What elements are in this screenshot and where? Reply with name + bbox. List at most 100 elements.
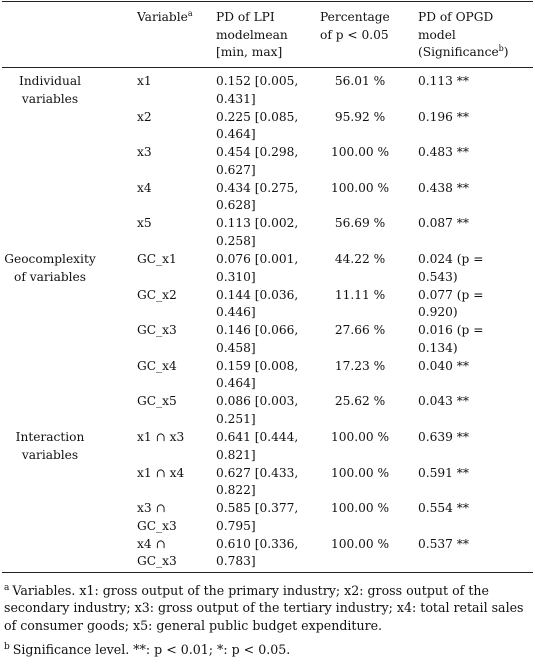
row-4-pd-opgd: 0.438 ** [418, 180, 469, 195]
row-9-variable: GC_x4 [137, 358, 177, 373]
row-7-pd-lpi-2: 0.446] [216, 305, 256, 320]
row-11-pd-lpi-2: 0.821] [216, 447, 256, 462]
footnote-b-text: Significance level. **: p < 0.01; *: p <… [12, 642, 291, 657]
top-rule [2, 1, 533, 2]
row-1-pd-opgd: 0.113 ** [418, 74, 469, 88]
group-label-individual-2: variables [21, 91, 79, 106]
bottom-rule [2, 572, 533, 573]
row-2-percentage: 95.92 % [334, 109, 386, 124]
row-5-pd-lpi-2: 0.258] [216, 233, 256, 248]
row-13-pd-lpi-1: 0.585 [0.377, [216, 501, 299, 516]
row-6-pd-lpi-2: 0.310] [216, 269, 256, 284]
header-percentage-1: Percentage [320, 10, 390, 24]
row-3-variable: x3 [137, 145, 152, 160]
row-1-pd-lpi-2: 0.431] [216, 91, 256, 106]
footnote-ref-b: b [498, 44, 504, 53]
row-7-variable: GC_x2 [137, 287, 177, 302]
row-12-pd-lpi-1: 0.627 [0.433, [216, 465, 299, 480]
row-10-variable: GC_x5 [137, 394, 177, 409]
group-label-geocomplexity-2: of variables [13, 269, 87, 284]
row-1-variable: x1 [137, 74, 152, 88]
row-5-percentage: 56.69 % [334, 216, 386, 231]
row-6-pd-lpi-1: 0.076 [0.001, [216, 252, 299, 266]
row-4-variable: x4 [137, 180, 152, 195]
row-12-pd-opgd: 0.591 ** [418, 465, 469, 480]
row-5-pd-opgd: 0.087 ** [418, 216, 469, 231]
row-7-pd-lpi-1: 0.144 [0.036, [216, 287, 299, 302]
row-11-pd-lpi-1: 0.641 [0.444, [216, 430, 299, 444]
group-label-interaction-2: variables [21, 447, 79, 462]
row-8-variable: GC_x3 [137, 323, 177, 338]
row-9-percentage: 17.23 % [334, 358, 386, 373]
row-12-percentage: 100.00 % [330, 465, 390, 480]
row-14-variable-2: GC_x3 [137, 554, 177, 569]
row-2-pd-lpi-1: 0.225 [0.085, [216, 109, 299, 124]
row-4-pd-lpi-2: 0.628] [216, 198, 256, 213]
row-14-pd-lpi-1: 0.610 [0.336, [216, 536, 299, 551]
footnote-a-text: Variables. x1: gross output of the prima… [4, 583, 524, 633]
row-10-pd-lpi-2: 0.251] [216, 411, 256, 426]
row-9-pd-lpi-1: 0.159 [0.008, [216, 358, 299, 373]
row-14-variable-1: x4 ∩ [137, 536, 166, 551]
row-4-percentage: 100.00 % [330, 180, 390, 195]
header-variable: Variablea [137, 9, 193, 25]
row-1-percentage: 56.01 % [334, 74, 386, 88]
row-3-pd-lpi-1: 0.454 [0.298, [216, 145, 299, 160]
row-4-pd-lpi-1: 0.434 [0.275, [216, 180, 299, 195]
row-3-pd-opgd: 0.483 ** [418, 145, 469, 160]
row-11-variable: x1 ∩ x3 [137, 430, 185, 444]
row-8-pd-lpi-1: 0.146 [0.066, [216, 323, 299, 338]
row-14-pd-opgd: 0.537 ** [418, 536, 469, 551]
row-6-variable: GC_x1 [137, 252, 177, 266]
row-5-pd-lpi-1: 0.113 [0.002, [216, 216, 299, 231]
row-8-pd-opgd-1: 0.016 (p = [418, 323, 484, 338]
row-2-variable: x2 [137, 109, 152, 124]
footnote-b-mark: b [4, 642, 10, 652]
row-10-pd-opgd: 0.043 ** [418, 394, 469, 409]
header-percentage-2: of p < 0.05 [320, 27, 389, 42]
row-7-percentage: 11.11 % [334, 287, 386, 302]
row-13-variable-1: x3 ∩ [137, 501, 166, 516]
row-9-pd-opgd: 0.040 ** [418, 358, 469, 373]
footnote-b: b Significance level. **: p < 0.01; *: p … [4, 641, 531, 658]
header-pd-lpi-3: [min, max] [216, 45, 283, 59]
row-10-pd-lpi-1: 0.086 [0.003, [216, 394, 299, 409]
row-3-percentage: 100.00 % [330, 145, 390, 160]
row-12-pd-lpi-2: 0.822] [216, 483, 256, 498]
row-8-percentage: 27.66 % [334, 323, 386, 338]
row-8-pd-lpi-2: 0.458] [216, 340, 256, 355]
header-pd-lpi-2: modelmean [216, 27, 288, 42]
row-8-pd-opgd-2: 0.134) [418, 340, 458, 355]
header-rule [2, 67, 533, 68]
header-pd-opgd-1: PD of OPGD [418, 10, 494, 24]
row-14-pd-lpi-2: 0.783] [216, 554, 256, 569]
row-13-percentage: 100.00 % [330, 501, 390, 516]
row-6-percentage: 44.22 % [334, 252, 386, 266]
row-11-percentage: 100.00 % [330, 430, 390, 444]
row-12-variable: x1 ∩ x4 [137, 465, 185, 480]
row-10-percentage: 25.62 % [334, 394, 386, 409]
row-6-pd-opgd-2: 0.543) [418, 269, 458, 284]
row-13-pd-lpi-2: 0.795] [216, 518, 256, 533]
group-label-interaction-1: Interaction [15, 430, 85, 444]
footnote-a: a Variables. x1: gross output of the prim… [4, 582, 531, 634]
footnote-ref-a: a [187, 9, 193, 18]
group-label-geocomplexity-1: Geocomplexity [4, 252, 96, 266]
row-6-pd-opgd-1: 0.024 (p = [418, 252, 484, 266]
row-7-pd-opgd-2: 0.920) [418, 305, 458, 320]
row-2-pd-lpi-2: 0.464] [216, 127, 256, 142]
row-3-pd-lpi-2: 0.627] [216, 162, 256, 177]
row-7-pd-opgd-1: 0.077 (p = [418, 287, 484, 302]
row-13-pd-opgd: 0.554 ** [418, 501, 469, 516]
row-11-pd-opgd: 0.639 ** [418, 430, 469, 444]
row-5-variable: x5 [137, 216, 152, 231]
header-pd-opgd-3: (Significanceb) [418, 44, 509, 60]
row-2-pd-opgd: 0.196 ** [418, 109, 469, 124]
header-pd-opgd-2: model [418, 27, 456, 42]
group-label-individual-1: Individual [19, 74, 81, 88]
row-9-pd-lpi-2: 0.464] [216, 376, 256, 391]
footnote-a-mark: a [4, 583, 10, 593]
header-pd-lpi-1: PD of LPI [216, 10, 275, 24]
row-14-percentage: 100.00 % [330, 536, 390, 551]
